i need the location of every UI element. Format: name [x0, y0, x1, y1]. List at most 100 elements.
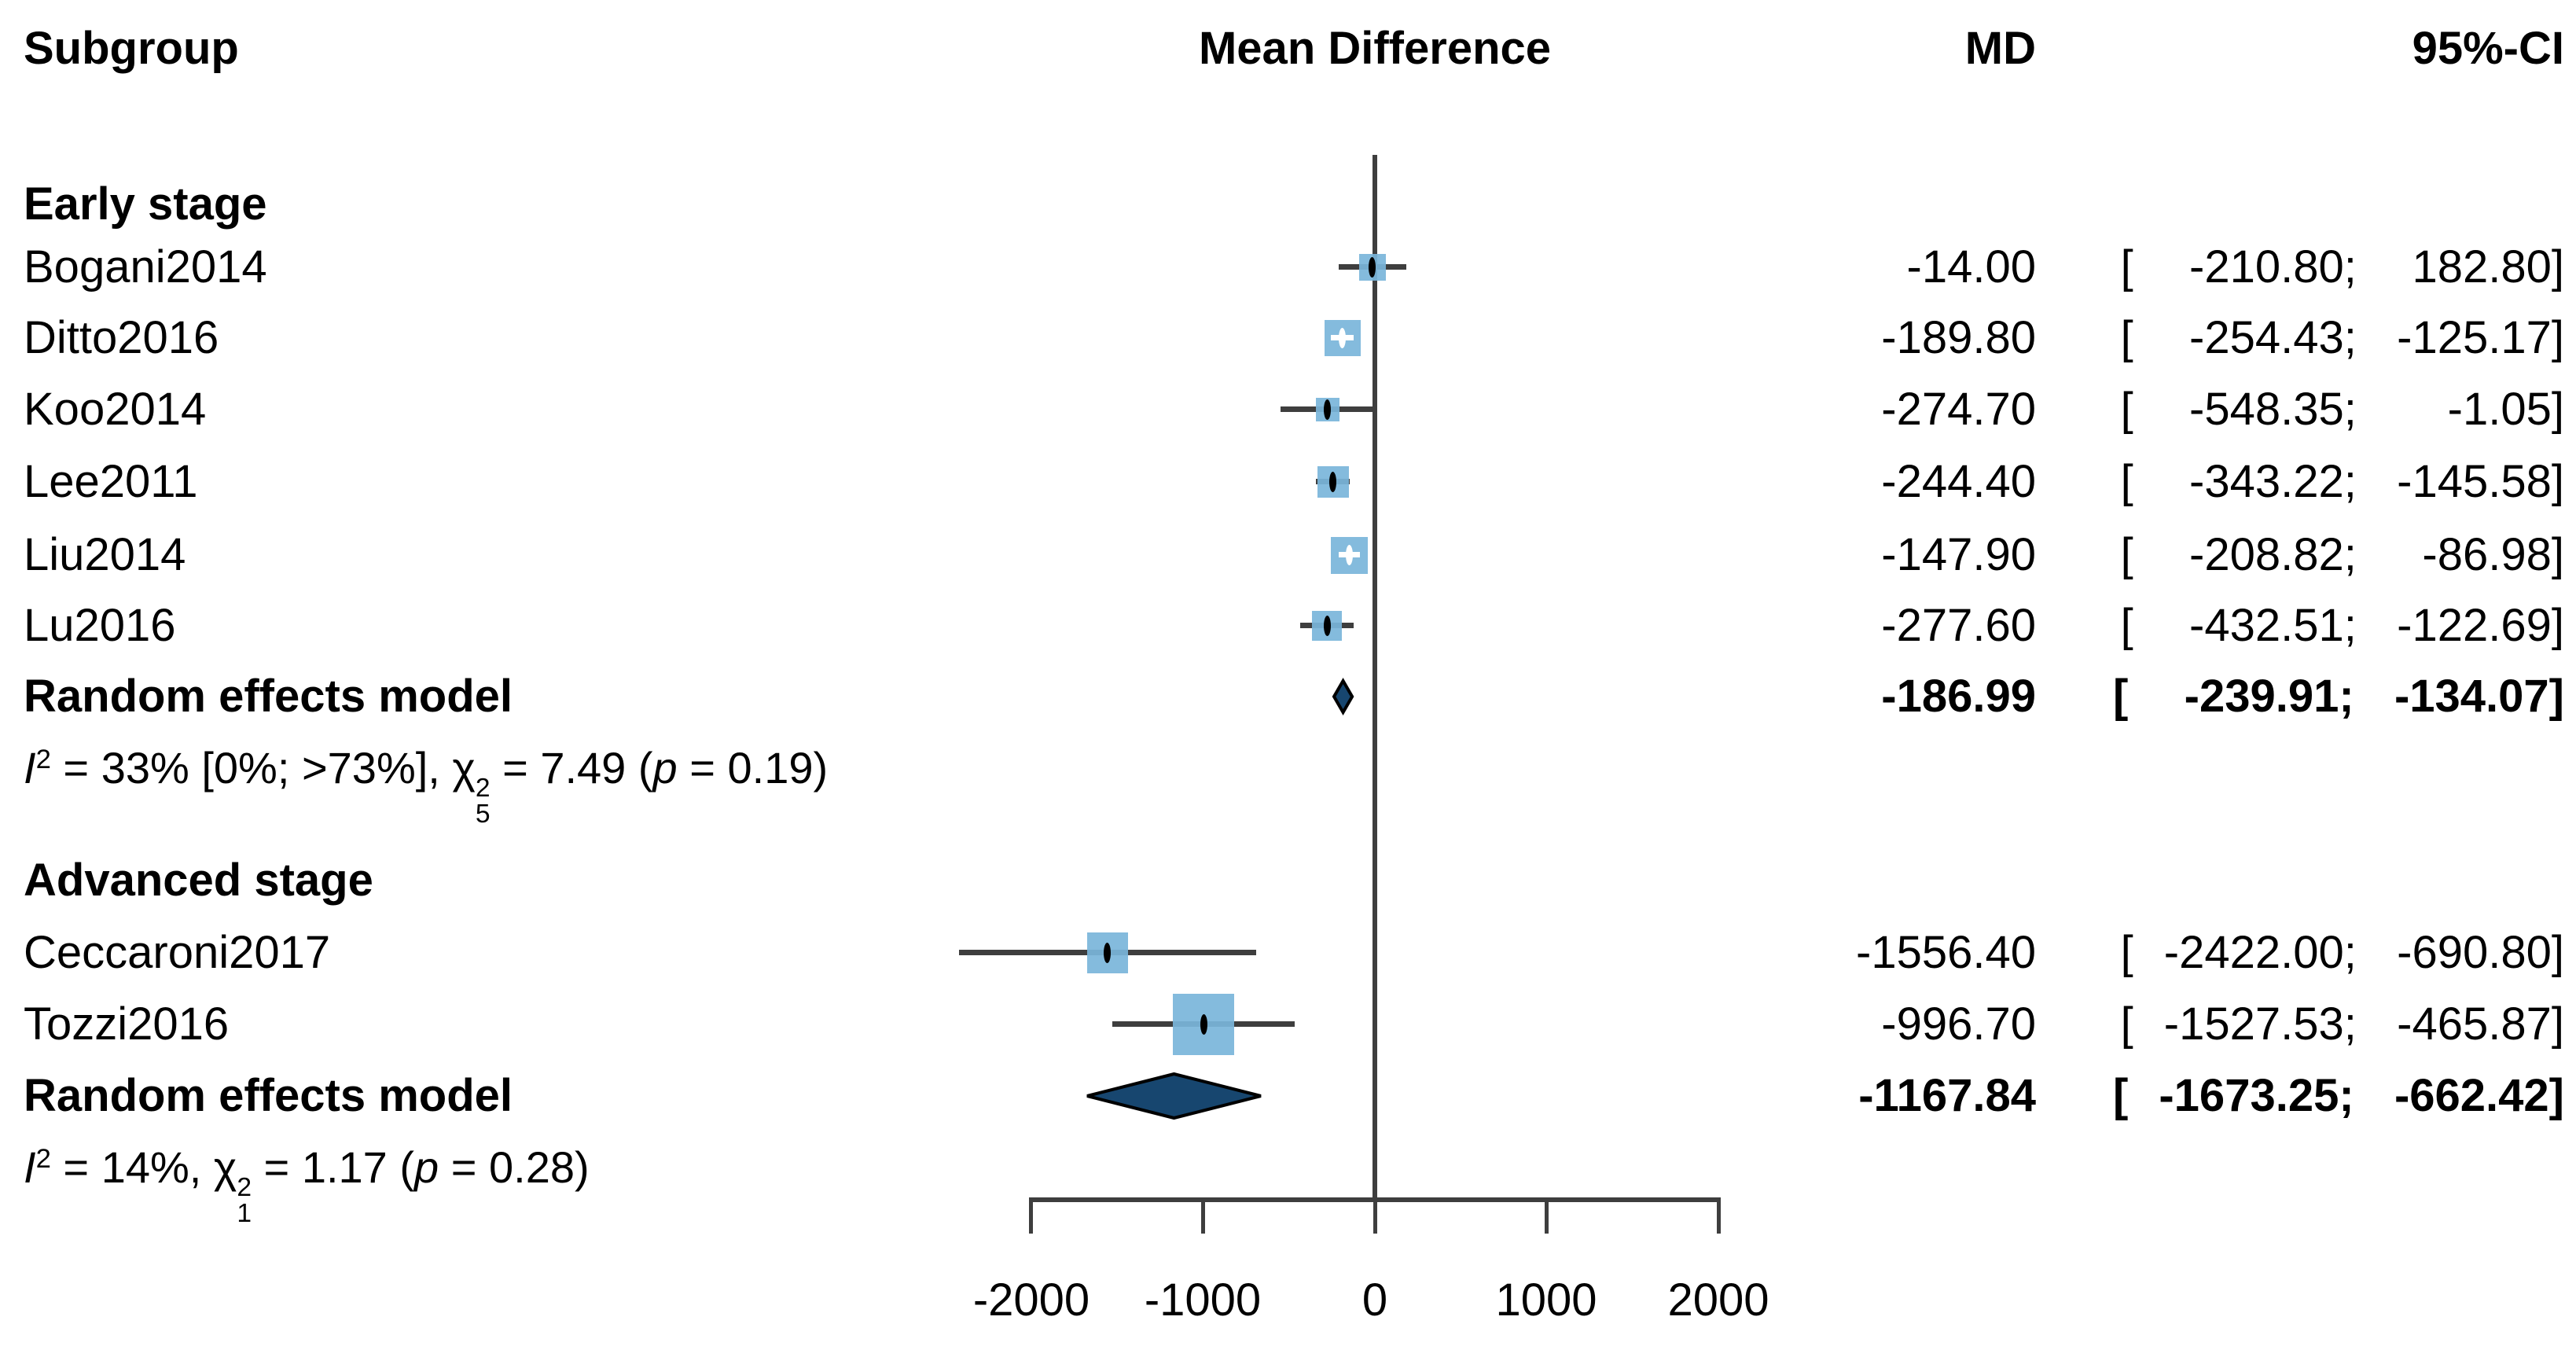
study-name: Lu2016	[24, 600, 176, 651]
ci-close-bracket: ]	[2551, 241, 2564, 292]
ci-separator: ;	[2343, 312, 2357, 363]
point-estimate-marker	[1329, 472, 1337, 492]
study-ci-value: [ -208.82; -86.98]	[2121, 527, 2564, 583]
ci-separator: ;	[2343, 384, 2357, 435]
ci-upper: -122.69	[2397, 600, 2552, 651]
study-md-value: -274.70	[1881, 384, 2036, 435]
study-ci-value: [-210.80; 182.80]	[2121, 239, 2564, 296]
column-header-mean-difference: Mean Difference	[1198, 23, 1552, 74]
point-estimate-marker	[1346, 545, 1354, 565]
point-estimate-marker	[1323, 616, 1331, 636]
ci-upper: -465.87	[2397, 998, 2552, 1050]
ci-close-bracket: ]	[2551, 312, 2564, 363]
summary-diamond	[1332, 678, 1354, 715]
ci-open-bracket: [	[2120, 529, 2133, 580]
ci-upper: -662.42	[2394, 1070, 2549, 1121]
summary-md-value: -1167.84	[1858, 1070, 2036, 1121]
ci-close-bracket: ]	[2551, 456, 2564, 507]
ci-open-bracket: [	[2113, 1070, 2129, 1121]
group-label-early-stage: Early stage	[24, 178, 267, 230]
ci-open-bracket: [	[2120, 998, 2133, 1050]
summary-diamond	[1086, 1072, 1262, 1120]
study-ci-value: [-1527.53; -465.87]	[2121, 996, 2564, 1053]
ci-lower: -208.82	[2189, 529, 2344, 580]
ci-upper: 182.80	[2412, 241, 2552, 292]
chi-exponent: 2	[475, 773, 491, 803]
study-ci-value: [-343.22; -145.58]	[2121, 454, 2564, 510]
i-squared-symbol: I	[24, 1142, 36, 1192]
chi-df: 5	[475, 800, 491, 829]
heterogeneity-text: = 0.19)	[677, 743, 829, 793]
ci-separator: ;	[2339, 671, 2354, 722]
ci-separator: ;	[2339, 1070, 2354, 1121]
ci-upper: -125.17	[2397, 312, 2552, 363]
ci-close-bracket: ]	[2551, 600, 2564, 651]
chi-df: 1	[237, 1199, 252, 1229]
ci-open-bracket: [	[2120, 241, 2133, 292]
ci-upper: -86.98	[2422, 529, 2552, 580]
i-squared-exponent: 2	[35, 744, 51, 774]
zero-line	[1373, 155, 1377, 1197]
study-name: Ceccaroni2017	[24, 927, 331, 978]
p-symbol: p	[414, 1142, 439, 1192]
study-name: Koo2014	[24, 384, 207, 435]
ci-open-bracket: [	[2120, 927, 2133, 978]
axis-tick	[1545, 1197, 1549, 1234]
axis-tick-label: 2000	[1667, 1274, 1769, 1326]
column-header-md: MD	[1964, 23, 2036, 74]
study-name: Liu2014	[24, 529, 186, 580]
ci-open-bracket: [	[2120, 456, 2133, 507]
ci-close-bracket: ]	[2551, 384, 2564, 435]
ci-open-bracket: [	[2113, 671, 2129, 722]
study-name: Bogani2014	[24, 241, 267, 292]
heterogeneity-text: = 33% [0%; >73%],	[50, 743, 453, 793]
ci-lower: -1673.25	[2159, 1070, 2339, 1121]
ci-upper: -690.80	[2397, 927, 2552, 978]
ci-lower: -210.80	[2189, 241, 2344, 292]
ci-close-bracket: ]	[2551, 927, 2564, 978]
ci-separator: ;	[2343, 600, 2357, 651]
chi-exponent: 2	[237, 1172, 252, 1202]
study-md-value: -277.60	[1881, 600, 2036, 651]
group-label-advanced-stage: Advanced stage	[24, 855, 373, 906]
heterogeneity-text: = 7.49 (	[490, 743, 653, 793]
ci-lower: -254.43	[2189, 312, 2344, 363]
point-estimate-marker	[1104, 943, 1112, 963]
ci-open-bracket: [	[2120, 600, 2133, 651]
chi-symbol: χ	[213, 1142, 237, 1192]
chi-symbol: χ	[452, 743, 476, 793]
ci-lower: -548.35	[2189, 384, 2344, 435]
axis-tick-label: 0	[1361, 1274, 1388, 1326]
column-header-ci: 95%-CI	[2412, 23, 2564, 74]
study-ci-value: [-2422.00; -690.80]	[2121, 925, 2564, 981]
ci-separator: ;	[2343, 529, 2357, 580]
ci-close-bracket: ]	[2551, 529, 2564, 580]
ci-lower: -2422.00	[2163, 927, 2344, 978]
ci-lower: -239.91	[2184, 671, 2339, 722]
ci-open-bracket: [	[2120, 312, 2133, 363]
study-md-value: -147.90	[1881, 529, 2036, 580]
point-estimate-marker	[1369, 257, 1376, 278]
axis-tick-label: -1000	[1144, 1274, 1262, 1326]
ci-separator: ;	[2343, 998, 2357, 1050]
ci-close-bracket: ]	[2548, 671, 2564, 722]
heterogeneity-text: = 14%,	[50, 1142, 214, 1192]
summary-md-value: -186.99	[1881, 671, 2036, 722]
ci-upper: -134.07	[2394, 671, 2549, 722]
axis-tick	[1200, 1197, 1205, 1234]
ci-close-bracket: ]	[2548, 1070, 2564, 1121]
ci-lower: -1527.53	[2163, 998, 2344, 1050]
ci-lower: -343.22	[2189, 456, 2344, 507]
study-md-value: -14.00	[1906, 241, 2036, 292]
ci-open-bracket: [	[2120, 384, 2133, 435]
i-squared-exponent: 2	[35, 1143, 51, 1174]
study-name: Lee2011	[24, 456, 198, 507]
axis-tick	[1029, 1197, 1034, 1234]
axis-tick	[1373, 1197, 1377, 1234]
